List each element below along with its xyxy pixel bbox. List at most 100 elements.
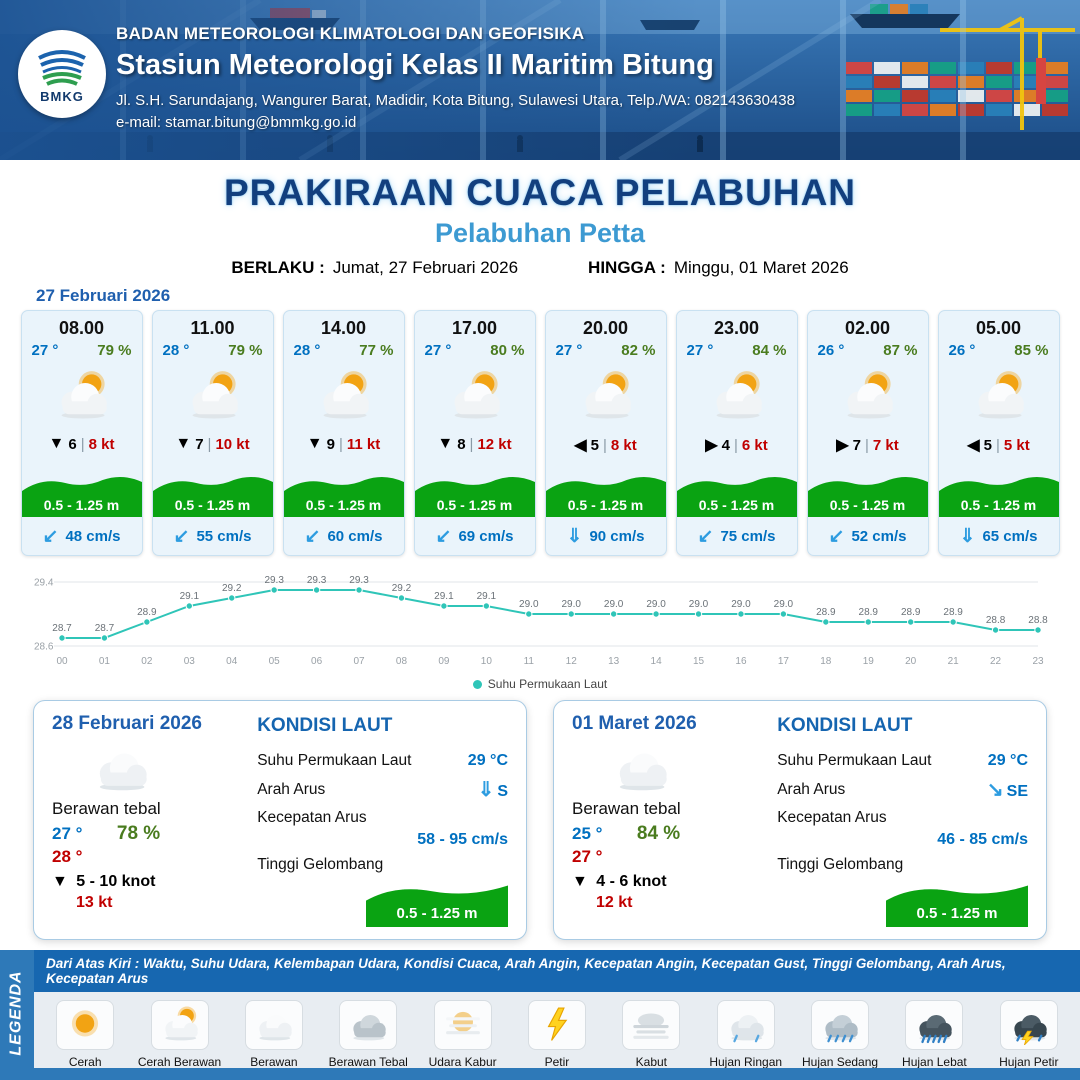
wave-shape (414, 476, 535, 517)
svg-text:02: 02 (141, 656, 153, 667)
header-text: BADAN METEOROLOGI KLIMATOLOGI DAN GEOFIS… (116, 24, 1060, 131)
svg-text:29.3: 29.3 (349, 575, 369, 586)
current-speed: 60 cm/s (327, 528, 383, 545)
legend-label: Cerah Berawan (137, 1055, 222, 1069)
wind-direction-icon: ▼ (572, 873, 588, 890)
cloud-icon (244, 1000, 303, 1050)
wind-speed: 4 (721, 436, 730, 454)
wind-gust: 5 kt (1003, 436, 1030, 454)
berlaku-value: Jumat, 27 Februari 2026 (332, 258, 519, 277)
svg-text:29.2: 29.2 (222, 583, 242, 594)
svg-text:21: 21 (948, 656, 960, 667)
wave-height-label: Tinggi Gelombang (257, 856, 384, 873)
sst-value: 29 °C (987, 752, 1028, 769)
wave-height-label: Tinggi Gelombang (777, 856, 904, 873)
legend-item: Udara Kabur (417, 1000, 509, 1069)
cloud-icon (598, 739, 684, 797)
legend-item: Cerah (39, 1000, 131, 1069)
agency-name: BADAN METEOROLOGI KLIMATOLOGI DAN GEOFIS… (116, 24, 585, 43)
wind-direction-icon: ▼ (48, 435, 65, 452)
separator: | (80, 435, 85, 453)
sun-cloud-icon (939, 361, 1059, 433)
svg-text:29.0: 29.0 (689, 599, 709, 610)
wave-height-band: 0.5 - 1.25 m (366, 878, 508, 927)
header: BMKG BADAN METEOROLOGI KLIMATOLOGI DAN G… (0, 0, 1080, 160)
wind-gust: 7 kt (872, 436, 899, 454)
legend-dot-icon (472, 679, 482, 689)
legend-item: Kabut (605, 1000, 697, 1069)
legend-icon-row: Cerah Cerah Berawan Berawan Berawan Teba… (34, 992, 1080, 1075)
sun-cloud-icon (284, 361, 404, 433)
legend-item: Hujan Lebat (888, 1000, 980, 1069)
current-direction-icon: ↙ (173, 526, 190, 547)
wind-direction-icon: ▼ (437, 435, 454, 452)
separator: | (864, 436, 869, 454)
wave-height-band: 0.5 - 1.25 m (807, 471, 928, 517)
svg-text:28.9: 28.9 (901, 607, 921, 618)
current-direction-icon: ⇓ (566, 526, 583, 547)
wind-gust: 8 kt (88, 435, 115, 453)
svg-text:29.0: 29.0 (731, 599, 751, 610)
wave-height: 0.5 - 1.25 m (396, 905, 478, 922)
svg-text:28.7: 28.7 (95, 623, 115, 634)
legend-label: Berawan Tebal (328, 1055, 408, 1069)
bmkg-logo-text: BMKG (40, 89, 84, 104)
humidity: 77 % (359, 342, 394, 359)
svg-text:12: 12 (566, 656, 578, 667)
wave-height: 0.5 - 1.25 m (829, 497, 906, 513)
bottom-strip (0, 1068, 1080, 1080)
svg-text:08: 08 (396, 656, 408, 667)
legend-label: Hujan Petir (999, 1055, 1059, 1069)
legenda-vertical-label: LEGENDA (0, 950, 34, 1075)
svg-text:09: 09 (438, 656, 450, 667)
sun-cloud-icon (153, 361, 273, 433)
svg-text:29.2: 29.2 (392, 583, 412, 594)
bmkg-logo-globe (38, 50, 86, 86)
hingga-label: HINGGA : (588, 258, 666, 277)
humidity: 87 % (883, 342, 918, 359)
svg-text:28.6: 28.6 (34, 642, 54, 653)
separator: | (602, 436, 607, 454)
wave-height: 0.5 - 1.25 m (305, 497, 382, 513)
legend-label: Berawan (250, 1055, 298, 1069)
sun-cloud-icon (546, 361, 666, 433)
current-speed: 69 cm/s (458, 528, 514, 545)
svg-text:29.1: 29.1 (477, 591, 497, 602)
chart-legend: Suhu Permukaan Laut (28, 676, 1052, 692)
forecast-card: 23.00 27 ° 84 % ▶ 4 | 6 kt 0.5 - 1.25 m … (675, 310, 798, 556)
current-direction-label: Arah Arus (777, 780, 846, 798)
forecast-time: 08.00 (58, 318, 105, 338)
forecast-time: 14.00 (320, 318, 367, 338)
wind-direction-icon: ▼ (175, 435, 192, 452)
svg-text:29.0: 29.0 (561, 599, 581, 610)
lightning-icon (527, 1000, 586, 1050)
current-direction-icon: ↘ (986, 779, 1004, 801)
port-illustration (0, 0, 1080, 160)
svg-text:18: 18 (820, 656, 832, 667)
humidity: 80 % (490, 342, 525, 359)
wave-shape (938, 476, 1059, 517)
svg-text:28.8: 28.8 (1028, 615, 1048, 626)
svg-text:28.9: 28.9 (137, 607, 157, 618)
legend-item: Hujan Ringan (700, 1000, 792, 1069)
current-speed-label: Kecepatan Arus (257, 809, 367, 826)
wind-direction-icon: ▼ (52, 873, 68, 890)
svg-text:29.1: 29.1 (434, 591, 454, 602)
legend-label: Hujan Ringan (709, 1055, 783, 1069)
legend-description: Dari Atas Kiri : Waktu, Suhu Udara, Kele… (34, 950, 1080, 992)
wave-height: 0.5 - 1.25 m (916, 905, 998, 922)
svg-text:29.3: 29.3 (307, 575, 327, 586)
wave-height-band: 0.5 - 1.25 m (283, 471, 404, 517)
legend-item: Petir (511, 1000, 603, 1069)
humidity: 84 % (752, 342, 787, 359)
fog-icon (622, 1000, 681, 1050)
svg-text:28.8: 28.8 (986, 615, 1006, 626)
wave-height-band: 0.5 - 1.25 m (676, 471, 797, 517)
wind-speed: 7 (195, 435, 204, 453)
forecast-card: 20.00 27 ° 82 % ◀ 5 | 8 kt 0.5 - 1.25 m … (544, 310, 667, 556)
wind-direction-icon: ▶ (836, 437, 849, 454)
current-speed: 75 cm/s (720, 528, 776, 545)
legend-label: Hujan Sedang (802, 1055, 879, 1069)
forecast-time: 17.00 (451, 318, 498, 338)
wind-range: 4 - 6 knot (596, 873, 667, 890)
